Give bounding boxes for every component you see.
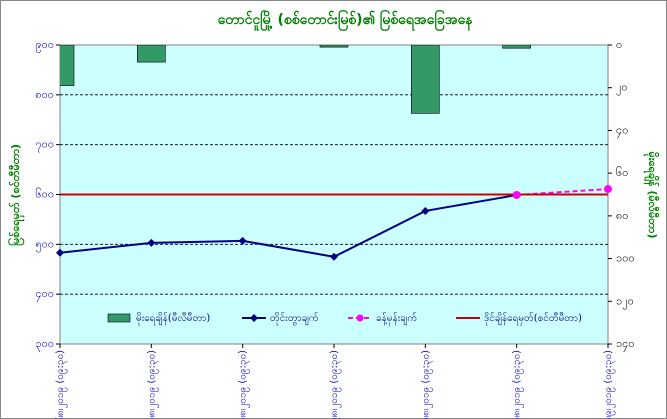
y2-tick-label: ၄၀ — [616, 123, 628, 138]
marker — [238, 236, 247, 245]
x-tick-label: ၂၈၊၈၊၂၀၁၉ (၀၉:၃၀) — [238, 350, 251, 419]
bar — [319, 45, 349, 48]
legend-label: မိုးရေချိန်(မီလီမီတာ) — [136, 311, 210, 326]
y-tick-label: ၅၀၀ — [35, 237, 54, 252]
legend-marker — [250, 314, 258, 322]
x-tick-label: ၂၇၊၈၊၂၀၁၉ (၀၉:၃၀) — [146, 350, 159, 419]
y2-tick-label: ၈၀ — [616, 209, 628, 222]
x-tick-label: ၃၀၊၈၊၂၀၁၉ (၀၉:၃၀) — [420, 350, 433, 419]
y2-tick-label: ၀ — [616, 38, 622, 51]
marker — [421, 206, 430, 215]
marker — [56, 248, 64, 257]
bar — [60, 45, 75, 86]
x-tick-label: ၂၆၊၈၊၂၀၁၉ (၀၉:၃၀) — [53, 350, 68, 419]
legend-marker — [356, 314, 364, 322]
legend-label: တိုင်းတွာချက် — [270, 311, 319, 326]
x-tick-label: ၃၁၊၈၊၂၀၁၉ (၀၉:၃၀) — [512, 350, 525, 419]
marker — [147, 238, 156, 247]
y-tick-label: ၄၀၀ — [35, 287, 54, 302]
legend-label: ခန့်မှန်းချက် — [376, 311, 417, 326]
y2-tick-label: ၁၄၀ — [616, 337, 635, 352]
x-tick-label: ၁၊၉၊၂၀၁၉ (၀၉:၃၀) — [603, 350, 616, 419]
plot-marks — [60, 45, 608, 258]
y2-tick-label: ၁၂၀ — [616, 294, 634, 309]
y-tick-label: ၉၀၀ — [35, 38, 54, 53]
legend-swatch — [107, 313, 131, 323]
chart-title: တောင်ငူမြို့ (စစ်တောင်းမြစ်)၏ မြစ်ရေအခြေ… — [218, 10, 474, 31]
y2-axis-label: မိုးရေချိန် (မီလီမီတာ) — [643, 152, 660, 239]
x-tick-label: ၂၉၊၈၊၂၀၁၉ (၀၉:၃၀) — [329, 350, 342, 419]
y2-tick-label: ၁၀၀ — [616, 252, 635, 265]
y-tick-label: ၈၀၀ — [35, 88, 54, 101]
marker — [330, 252, 338, 261]
bar — [502, 45, 531, 49]
y-tick-label: ၆၀၀ — [35, 188, 54, 201]
y-axis-label: မြစ်ရေမှတ် (စင်တီမီတာ) — [7, 144, 25, 246]
line — [516, 188, 608, 196]
marker — [604, 185, 612, 194]
y2-tick-label: ၂၀ — [616, 81, 628, 96]
y-tick-label: ၇၀၀ — [35, 138, 54, 153]
bar — [411, 45, 440, 114]
marker — [512, 190, 521, 199]
bar — [137, 45, 166, 63]
line — [60, 194, 517, 258]
legend-label: ဒိုင်ချိန်ရေမှတ်(စင်တီမီတာ) — [484, 311, 582, 326]
y-tick-label: ၃၀၀ — [35, 337, 54, 352]
y2-tick-label: ၆၀ — [616, 166, 628, 179]
